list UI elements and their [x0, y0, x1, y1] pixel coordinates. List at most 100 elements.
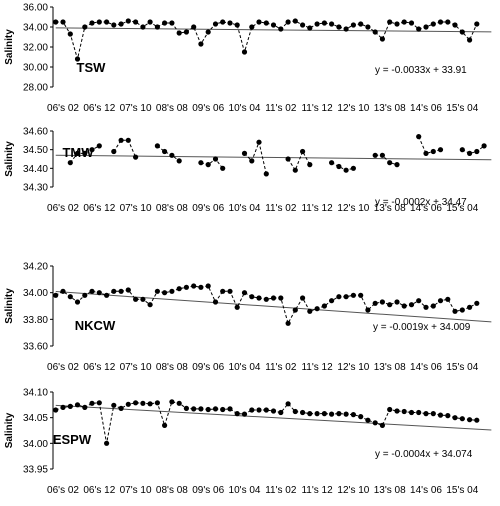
data-point	[314, 306, 320, 312]
data-point	[140, 24, 146, 30]
data-point	[394, 408, 400, 414]
x-tick-label: 06's 02	[47, 485, 79, 496]
y-tick-label: 28.00	[23, 83, 48, 94]
x-tick-label: 08's 08	[156, 362, 188, 373]
data-point	[191, 24, 197, 30]
x-tick-label: 10's 04	[229, 485, 261, 496]
y-tick-label: 34.50	[23, 145, 48, 156]
data-point	[343, 411, 349, 417]
y-tick-label: 34.05	[23, 413, 48, 424]
data-point	[111, 402, 117, 408]
x-tick-label: 12's 10	[337, 203, 369, 214]
data-point	[198, 41, 204, 47]
data-point	[350, 412, 356, 418]
data-point	[198, 160, 204, 166]
x-tick-label: 15's 04	[446, 103, 478, 114]
data-point	[270, 22, 277, 28]
data-point	[336, 411, 342, 417]
data-point	[53, 19, 59, 25]
data-point	[205, 162, 211, 168]
x-tick-label: 11's 02	[265, 203, 297, 214]
data-point	[278, 26, 284, 32]
y-tick-label: 33.95	[23, 465, 48, 476]
data-point	[372, 420, 378, 426]
data-point	[162, 20, 168, 26]
water-mass-label: TSW	[77, 60, 107, 75]
data-point	[125, 18, 131, 24]
data-point	[74, 150, 81, 156]
series-line	[55, 20, 478, 60]
x-tick-label: 07's 10	[120, 485, 152, 496]
data-point	[169, 20, 175, 26]
data-point	[321, 20, 327, 26]
data-point	[350, 22, 356, 28]
data-point	[89, 288, 95, 294]
data-point	[67, 294, 73, 300]
y-axis-title: Salinity	[4, 141, 15, 177]
data-point	[169, 399, 175, 405]
data-point	[133, 19, 139, 25]
data-point	[336, 294, 342, 300]
data-point	[459, 29, 465, 35]
data-point	[379, 36, 385, 42]
data-point	[263, 171, 269, 177]
data-point	[104, 19, 110, 25]
data-point	[60, 288, 66, 294]
data-point	[154, 400, 160, 406]
x-tick-label: 12's 10	[337, 362, 369, 373]
data-point	[147, 302, 153, 308]
data-point	[445, 19, 451, 25]
data-point	[183, 29, 189, 35]
data-point	[53, 407, 59, 413]
data-point	[241, 411, 248, 417]
data-point	[336, 24, 342, 30]
y-tick-label: 34.40	[23, 164, 48, 175]
data-point	[256, 295, 262, 301]
y-tick-label: 34.60	[23, 127, 48, 138]
data-point	[343, 26, 349, 32]
data-point	[89, 147, 95, 153]
data-point	[220, 19, 226, 25]
data-point	[220, 288, 226, 294]
data-point	[118, 288, 124, 294]
data-point	[467, 150, 473, 156]
data-point	[285, 19, 291, 25]
data-point	[300, 409, 306, 416]
data-point	[96, 290, 102, 296]
water-mass-label: ESPW	[53, 432, 92, 447]
data-point	[459, 416, 465, 422]
data-point	[343, 294, 349, 300]
data-point	[307, 162, 313, 168]
data-point	[60, 19, 66, 25]
data-point	[314, 411, 320, 417]
series-line	[200, 158, 224, 169]
data-point	[437, 147, 444, 153]
data-point	[118, 405, 124, 411]
data-point	[169, 288, 175, 294]
data-point	[423, 411, 429, 417]
y-axis-title: Salinity	[4, 29, 15, 65]
data-point	[111, 148, 117, 155]
data-point	[241, 49, 248, 55]
series-line	[418, 136, 441, 154]
data-point	[350, 165, 356, 171]
data-point	[452, 308, 458, 314]
data-point	[118, 137, 124, 143]
data-point	[256, 19, 262, 25]
data-point	[459, 147, 465, 153]
data-point	[437, 298, 444, 304]
x-tick-label: 10's 04	[229, 203, 261, 214]
data-point	[387, 302, 393, 308]
data-point	[198, 406, 204, 412]
x-tick-label: 07's 10	[120, 362, 152, 373]
data-point	[300, 22, 306, 28]
data-point	[183, 284, 189, 290]
data-point	[321, 303, 327, 309]
data-point	[292, 18, 298, 24]
x-tick-label: 09's 06	[192, 362, 224, 373]
data-point	[249, 24, 255, 30]
data-point	[212, 21, 219, 27]
water-mass-label: TMW	[62, 145, 94, 160]
data-point	[365, 24, 371, 30]
panel-tsw: 28.00 30.00 32.00 34.00 36.00 Salinity 06's 02…	[4, 3, 492, 114]
